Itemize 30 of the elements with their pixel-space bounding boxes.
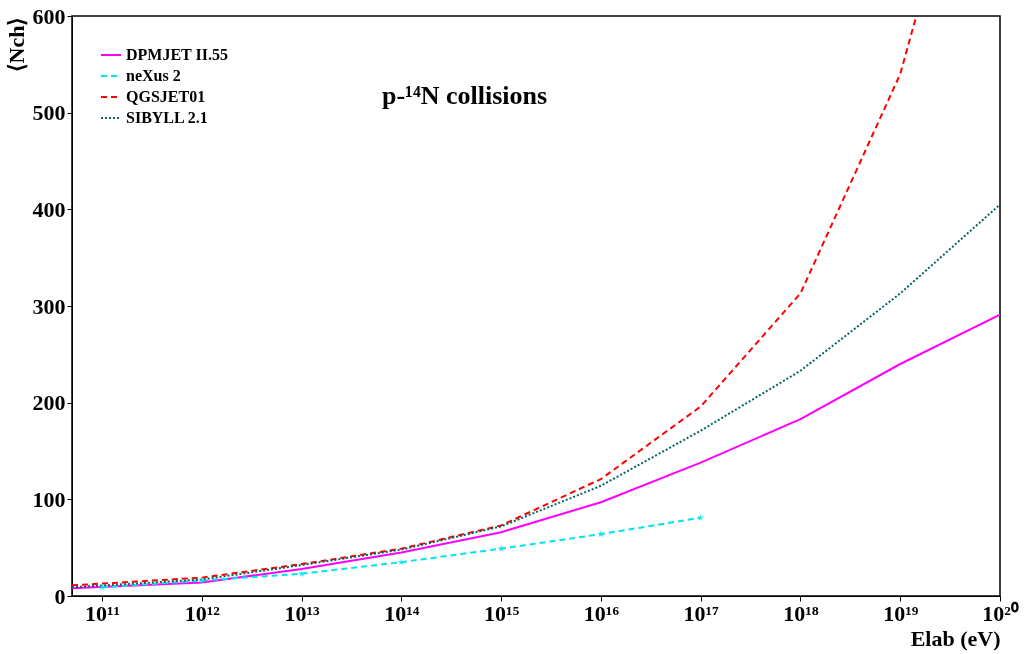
x-tick-label: 10¹⁴ [384,600,420,626]
x-tick-label: 10¹³ [284,600,321,626]
y-tick-label: 500 [32,100,66,126]
legend-label: DPMJET II.55 [126,46,228,63]
point [198,576,206,584]
point [597,530,605,538]
point [497,544,505,552]
x-tick-label: 10¹⁹ [883,600,919,626]
y-axis-title: ⟨Nch⟩ [3,16,29,73]
point [98,583,106,591]
y-tick-label: 400 [32,196,66,222]
x-tick-label: 10¹⁸ [783,600,819,626]
x-tick-label: 10¹¹ [84,600,121,626]
x-tick-label: 10²⁰ [982,600,1019,626]
y-tick-label: 200 [32,390,66,416]
x-tick-label: 10¹² [184,600,221,626]
x-tick-label: 10¹⁶ [583,600,620,626]
annotation: p-¹⁴N collisions [382,81,548,110]
legend-label: QGSJET01 [126,88,206,105]
x-axis-title: Elab (eV) [910,625,1001,651]
y-tick-label: 0 [54,583,66,609]
legend-label: neXus 2 [126,67,181,84]
y-tick-label: 600 [32,3,66,29]
point [297,569,306,577]
y-tick-label: 300 [32,293,66,319]
x-tick-label: 10¹⁵ [484,600,520,626]
legend-label: SIBYLL 2.1 [126,109,208,126]
point [697,513,705,521]
x-tick-label: 10¹⁷ [683,600,720,626]
y-tick-label: 100 [32,486,66,512]
